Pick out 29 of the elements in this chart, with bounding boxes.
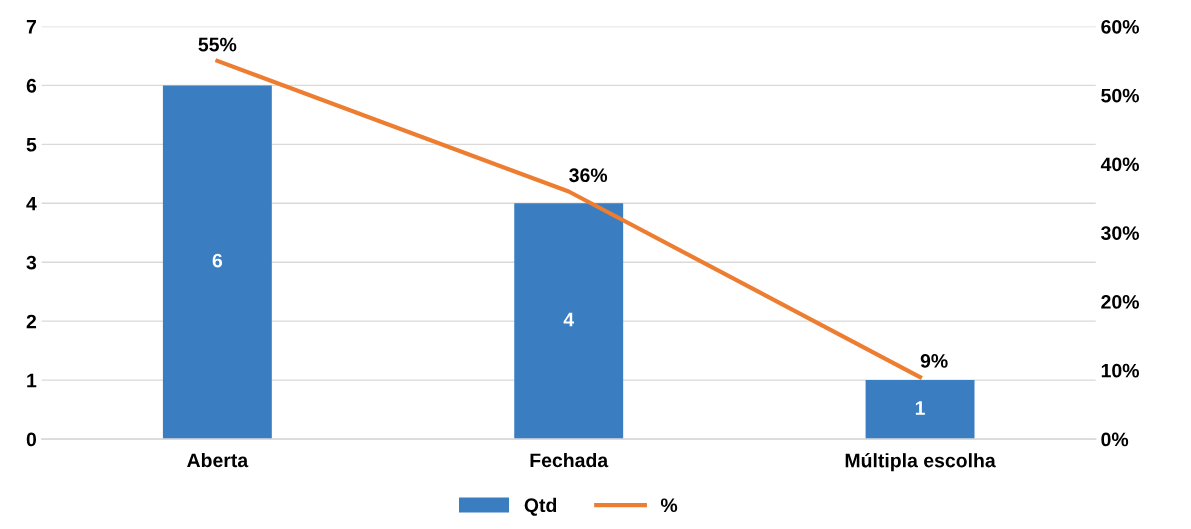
y2-tick-label: 40%: [1100, 157, 1139, 172]
y2-tick-label: 30%: [1101, 226, 1139, 241]
y-tick-label: 2: [26, 314, 37, 329]
y2-tick-label: 10%: [1101, 363, 1139, 378]
legend-label: Qtd: [524, 497, 557, 516]
y2-tick-label: 60%: [1101, 19, 1139, 34]
y2-tick-label: 20%: [1101, 295, 1139, 309]
data-label: 4: [563, 312, 575, 327]
data-label: 36%: [569, 168, 608, 183]
y2-tick-label: 50%: [1101, 88, 1139, 103]
y-tick-label: 0: [26, 432, 37, 447]
y-tick-label: 5: [26, 138, 37, 152]
x-tick-label: Fechada: [530, 452, 609, 468]
data-label: 9%: [920, 354, 948, 368]
x-tick-label: Múltipla escolha: [845, 452, 996, 472]
data-label: 6: [212, 253, 223, 268]
y-tick-label: 6: [26, 78, 37, 93]
y-tick-label: 4: [26, 196, 37, 211]
bar: [514, 203, 624, 440]
data-label: 55%: [198, 37, 237, 52]
x-tick-label: Aberta: [187, 452, 249, 468]
y-tick-label: 3: [26, 255, 37, 270]
y2-tick-label: 0%: [1101, 432, 1129, 447]
data-label: 1: [915, 401, 925, 415]
y-tick-label: 7: [26, 20, 36, 34]
bar: [162, 85, 272, 440]
bar: [865, 380, 975, 440]
y-tick-label: 1: [27, 373, 37, 388]
legend-label: %: [660, 498, 678, 513]
